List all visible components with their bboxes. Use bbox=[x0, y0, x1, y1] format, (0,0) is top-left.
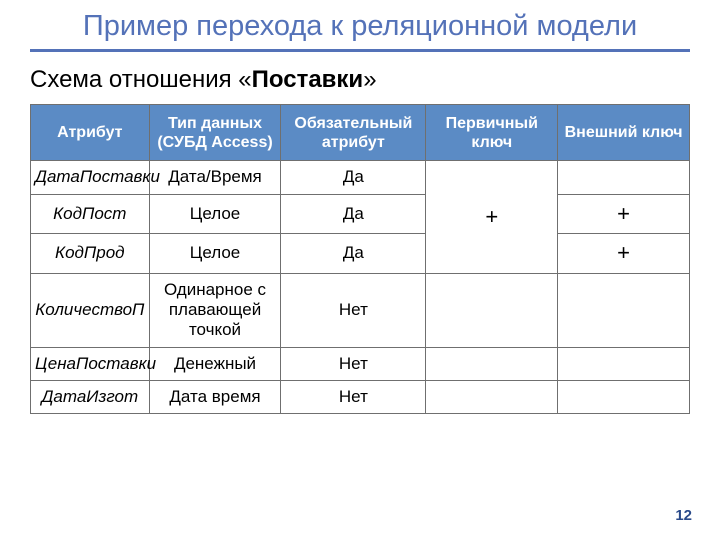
cell-fk: + bbox=[558, 194, 690, 233]
th-datatype: Тип данных (СУБД Access) bbox=[149, 105, 281, 161]
cell-fk: + bbox=[558, 234, 690, 273]
subtitle-bold: Поставки bbox=[252, 66, 364, 93]
cell-type: Дата время bbox=[149, 381, 281, 414]
cell-attr: ДатаИзгот bbox=[31, 381, 150, 414]
cell-pk bbox=[426, 381, 558, 414]
cell-pk bbox=[426, 273, 558, 347]
cell-attr: КодПрод bbox=[31, 234, 150, 273]
th-primary-key: Первичный ключ bbox=[426, 105, 558, 161]
cell-type: Одинарное с плавающей точкой bbox=[149, 273, 281, 347]
cell-attr: ЦенаПоставки bbox=[31, 347, 150, 380]
th-foreign-key: Внешний ключ bbox=[558, 105, 690, 161]
table-header-row: Атрибут Тип данных (СУБД Access) Обязате… bbox=[31, 105, 690, 161]
cell-required: Да bbox=[281, 194, 426, 233]
table-row: ДатаИзгот Дата время Нет bbox=[31, 381, 690, 414]
subtitle-suffix: » bbox=[363, 66, 376, 93]
cell-required: Нет bbox=[281, 273, 426, 347]
cell-required: Да bbox=[281, 161, 426, 194]
cell-attr: КоличествоП bbox=[31, 273, 150, 347]
cell-fk bbox=[558, 161, 690, 194]
subtitle-prefix: Схема отношения « bbox=[30, 66, 252, 93]
table-row: КоличествоП Одинарное с плавающей точкой… bbox=[31, 273, 690, 347]
cell-fk bbox=[558, 273, 690, 347]
th-required: Обязательный атрибут bbox=[281, 105, 426, 161]
cell-attr: ДатаПоставки bbox=[31, 161, 150, 194]
cell-type: Денежный bbox=[149, 347, 281, 380]
page-number: 12 bbox=[675, 507, 692, 524]
cell-required: Нет bbox=[281, 347, 426, 380]
cell-type: Целое bbox=[149, 234, 281, 273]
table-container: Атрибут Тип данных (СУБД Access) Обязате… bbox=[30, 104, 690, 414]
cell-type: Дата/Время bbox=[149, 161, 281, 194]
schema-table: Атрибут Тип данных (СУБД Access) Обязате… bbox=[30, 104, 690, 414]
cell-pk-merged: + bbox=[426, 161, 558, 273]
slide-title: Пример перехода к реляционной модели bbox=[0, 0, 720, 45]
cell-fk bbox=[558, 347, 690, 380]
cell-type: Целое bbox=[149, 194, 281, 233]
cell-fk bbox=[558, 381, 690, 414]
table-row: КодПрод Целое Да + bbox=[31, 234, 690, 273]
title-underline bbox=[30, 49, 690, 52]
cell-required: Да bbox=[281, 234, 426, 273]
cell-attr: КодПост bbox=[31, 194, 150, 233]
table-row: ДатаПоставки Дата/Время Да + bbox=[31, 161, 690, 194]
cell-required: Нет bbox=[281, 381, 426, 414]
cell-pk bbox=[426, 347, 558, 380]
th-attribute: Атрибут bbox=[31, 105, 150, 161]
subtitle: Схема отношения «Поставки» bbox=[30, 66, 720, 94]
table-row: ЦенаПоставки Денежный Нет bbox=[31, 347, 690, 380]
table-row: КодПост Целое Да + bbox=[31, 194, 690, 233]
